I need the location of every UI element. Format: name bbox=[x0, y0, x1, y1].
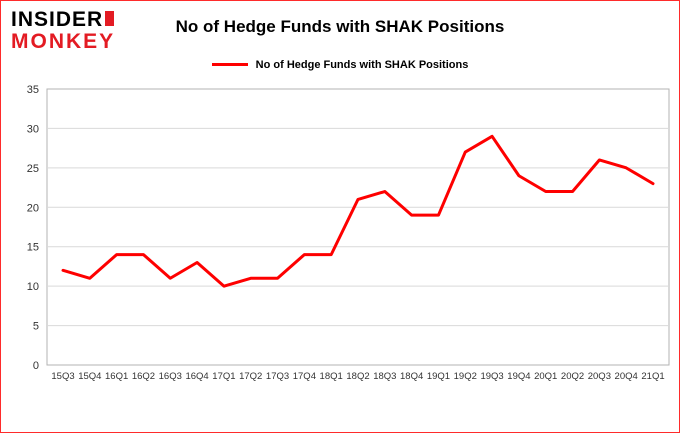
y-tick-label: 5 bbox=[33, 321, 39, 333]
x-tick-label: 18Q1 bbox=[320, 371, 343, 382]
y-tick-label: 15 bbox=[27, 242, 39, 254]
x-tick-label: 16Q2 bbox=[132, 371, 155, 382]
x-tick-label: 16Q3 bbox=[159, 371, 182, 382]
x-tick-label: 20Q4 bbox=[615, 371, 638, 382]
y-tick-label: 10 bbox=[27, 281, 39, 293]
x-tick-label: 19Q3 bbox=[480, 371, 503, 382]
chart-legend: No of Hedge Funds with SHAK Positions bbox=[1, 59, 679, 71]
insider-monkey-logo: INSIDER MONKEY bbox=[11, 9, 115, 53]
y-tick-label: 25 bbox=[27, 163, 39, 175]
x-tick-label: 16Q1 bbox=[105, 371, 128, 382]
x-tick-label: 21Q1 bbox=[641, 371, 664, 382]
y-tick-label: 0 bbox=[33, 360, 39, 372]
x-tick-label: 18Q4 bbox=[400, 371, 423, 382]
x-tick-label: 17Q1 bbox=[212, 371, 235, 382]
logo-insider-word: INSIDER bbox=[11, 8, 104, 31]
x-tick-label: 17Q2 bbox=[239, 371, 262, 382]
x-tick-label: 19Q4 bbox=[507, 371, 530, 382]
legend-label: No of Hedge Funds with SHAK Positions bbox=[255, 59, 469, 72]
x-tick-label: 20Q1 bbox=[534, 371, 557, 382]
x-tick-label: 20Q3 bbox=[588, 371, 611, 382]
plot-area bbox=[46, 88, 670, 366]
x-tick-label: 15Q3 bbox=[51, 371, 74, 382]
logo-monkey-text: MONKEY bbox=[11, 30, 116, 53]
logo-cursor-block bbox=[105, 11, 115, 26]
y-tick-label: 35 bbox=[27, 84, 39, 96]
x-tick-label: 19Q2 bbox=[454, 371, 477, 382]
y-tick-label: 30 bbox=[27, 123, 39, 135]
x-tick-label: 17Q3 bbox=[266, 371, 289, 382]
y-tick-label: 20 bbox=[27, 202, 39, 214]
x-tick-label: 17Q4 bbox=[293, 371, 316, 382]
legend-line-swatch bbox=[211, 62, 248, 66]
logo-insider-text: INSIDER bbox=[11, 9, 115, 31]
x-tick-label: 20Q2 bbox=[561, 371, 584, 382]
x-tick-label: 18Q3 bbox=[373, 371, 396, 382]
x-tick-label: 19Q1 bbox=[427, 371, 450, 382]
x-tick-label: 16Q4 bbox=[185, 371, 208, 382]
x-tick-label: 18Q2 bbox=[346, 371, 369, 382]
series-line bbox=[61, 134, 655, 288]
chart-title: No of Hedge Funds with SHAK Positions bbox=[175, 17, 505, 36]
x-tick-label: 15Q4 bbox=[78, 371, 101, 382]
